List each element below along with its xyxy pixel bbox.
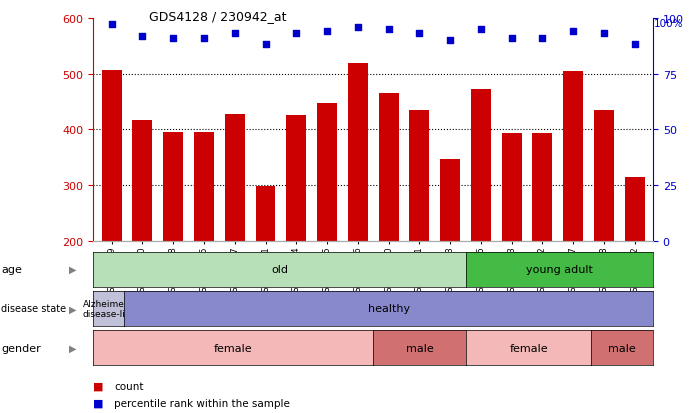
Text: gender: gender (1, 343, 41, 353)
Point (598, 31, 609, 38)
Bar (594, 111, 614, 242)
Text: ▶: ▶ (69, 264, 76, 275)
Bar (225, 114, 245, 242)
Text: Alzheimer's
disease-like: Alzheimer's disease-like (82, 299, 135, 318)
Bar (409, 111, 429, 242)
Point (321, 28, 332, 35)
Text: ▶: ▶ (69, 343, 76, 353)
Bar (625, 178, 645, 242)
Point (537, 36, 548, 42)
Bar (502, 134, 522, 242)
Text: old: old (272, 264, 288, 275)
Bar (440, 160, 460, 242)
Text: ■: ■ (93, 381, 104, 391)
Text: 100%: 100% (654, 19, 683, 28)
Text: female: female (509, 343, 548, 353)
Bar (563, 72, 583, 242)
Bar (471, 90, 491, 242)
Bar (532, 133, 552, 242)
Point (444, 38, 455, 44)
Point (414, 31, 425, 38)
Bar (379, 94, 399, 242)
Bar (348, 64, 368, 242)
Bar (163, 133, 183, 242)
Text: age: age (1, 264, 22, 275)
Point (383, 26, 394, 33)
Text: young adult: young adult (527, 264, 593, 275)
Point (137, 33, 148, 40)
Point (506, 36, 517, 42)
Text: female: female (214, 343, 252, 353)
Bar (256, 186, 276, 242)
Point (352, 24, 363, 31)
Text: percentile rank within the sample: percentile rank within the sample (114, 398, 290, 408)
Point (291, 31, 302, 38)
Bar (194, 133, 214, 242)
Point (168, 36, 179, 42)
Bar (317, 103, 337, 242)
Point (475, 26, 486, 33)
Bar (102, 71, 122, 242)
Point (106, 22, 117, 28)
Point (260, 42, 271, 49)
Bar (286, 116, 306, 242)
Text: male: male (406, 343, 434, 353)
Point (629, 42, 640, 49)
Point (229, 31, 240, 38)
Text: disease state: disease state (1, 304, 66, 314)
Text: male: male (608, 343, 636, 353)
Text: ▶: ▶ (69, 304, 76, 314)
Point (198, 36, 209, 42)
Bar (133, 121, 153, 242)
Text: count: count (114, 381, 144, 391)
Text: ■: ■ (93, 398, 104, 408)
Text: healthy: healthy (368, 304, 410, 314)
Text: GDS4128 / 230942_at: GDS4128 / 230942_at (149, 10, 286, 23)
Point (567, 28, 578, 35)
